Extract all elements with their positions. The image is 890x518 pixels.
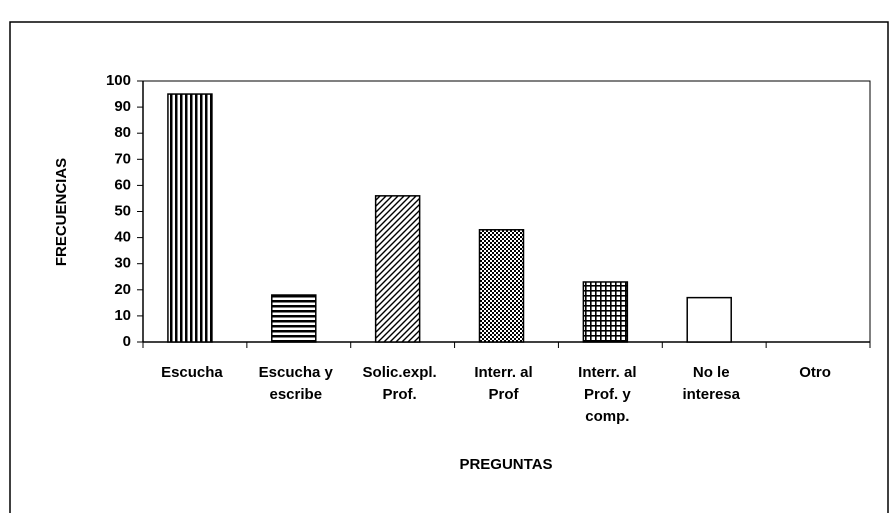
bar	[686, 296, 732, 343]
y-tick-label: 10	[114, 307, 131, 324]
bar	[478, 229, 525, 343]
y-tick-label: 60	[114, 176, 131, 193]
x-tick-label: Interr. al Prof. y comp.	[578, 364, 636, 425]
y-tick-label: 0	[123, 333, 131, 350]
frame	[9, 21, 889, 518]
y-tick-label: 70	[114, 150, 131, 167]
x-tick-label: Otro	[799, 364, 831, 381]
bar	[167, 93, 213, 343]
x-tick-label: No le interesa	[682, 364, 740, 403]
y-tick-label: 30	[114, 255, 131, 272]
y-tick-label: 100	[106, 72, 131, 89]
x-tick-label: Solic.expl. Prof.	[363, 364, 437, 403]
x-tick-label: Interr. al Prof	[474, 364, 532, 403]
bar	[374, 195, 421, 343]
y-tick-label: 20	[114, 281, 131, 298]
x-axis-label: PREGUNTAS	[459, 456, 552, 473]
bar	[271, 294, 317, 343]
x-tick-label: Escucha	[161, 364, 223, 381]
y-axis-label: FRECUENCIAS	[53, 158, 70, 266]
y-tick-label: 80	[114, 124, 131, 141]
y-tick-label: 40	[114, 229, 131, 246]
bar	[582, 281, 629, 343]
y-tick-label: 90	[114, 98, 131, 115]
y-tick-label: 50	[114, 202, 131, 219]
x-tick-label: Escucha y escribe	[259, 364, 334, 403]
